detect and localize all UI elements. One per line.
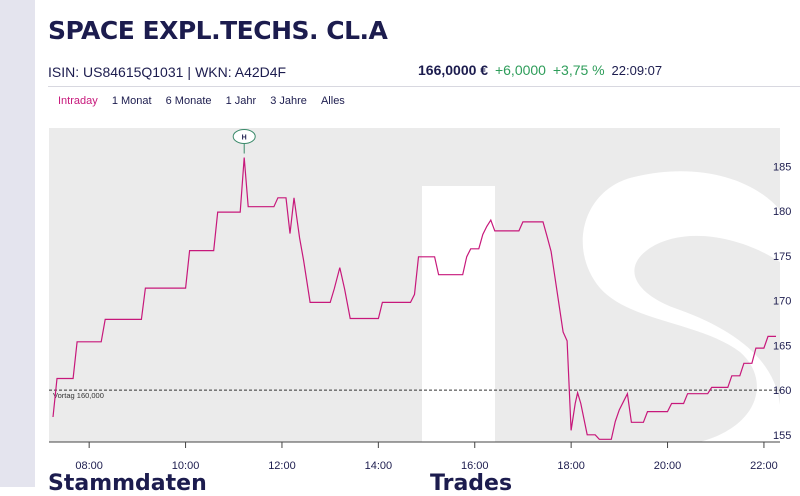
tab-alles[interactable]: Alles [320, 95, 345, 107]
y-tick-label: 160 [773, 385, 791, 397]
x-tick-label: 16:00 [461, 460, 489, 472]
x-tick-label: 22:00 [750, 460, 778, 472]
tab-1-monat[interactable]: 1 Monat [111, 95, 152, 107]
y-tick-label: 155 [773, 430, 791, 442]
tab-6-monate[interactable]: 6 Monate [165, 95, 212, 107]
previous-close-label: Vortag 160,000 [53, 391, 104, 400]
x-tick-label: 18:00 [557, 460, 585, 472]
x-tick-label: 08:00 [75, 460, 103, 472]
range-tabs: Intraday 1 Monat 6 Monate 1 Jahr 3 Jahre… [58, 95, 356, 107]
left-side-strip [0, 0, 35, 487]
header-divider [48, 86, 418, 87]
price-change: +6,0000 [494, 62, 546, 78]
x-tick-label: 20:00 [654, 460, 682, 472]
tab-1-jahr[interactable]: 1 Jahr [225, 95, 257, 107]
high-marker-badge [232, 129, 256, 145]
wkn-label: WKN: A42D4F [195, 64, 287, 80]
quote-time: 22:09:07 [611, 63, 663, 78]
price-change-percent: +3,75 % [552, 62, 605, 78]
high-marker-label: H [242, 135, 247, 142]
section-heading-trades: Trades [430, 471, 513, 496]
y-tick-label: 165 [773, 340, 791, 352]
x-tick-label: 10:00 [172, 460, 200, 472]
y-tick-label: 185 [773, 161, 791, 173]
section-heading-stammdaten: Stammdaten [48, 471, 207, 496]
instrument-title: SPACE EXPL.TECHS. CL.A [48, 16, 388, 45]
x-tick-label: 14:00 [365, 460, 393, 472]
last-price: 166,0000 € [418, 62, 489, 78]
quote-divider [418, 86, 800, 87]
instrument-identifiers: ISIN: US84615Q1031 | WKN: A42D4F [48, 64, 286, 80]
y-tick-label: 180 [773, 206, 791, 218]
identifier-separator: | [187, 64, 192, 80]
y-tick-label: 170 [773, 296, 791, 308]
isin-label: ISIN: US84615Q1031 [48, 64, 184, 80]
tab-3-jahre[interactable]: 3 Jahre [270, 95, 307, 107]
price-series-line [52, 157, 776, 440]
tab-intraday[interactable]: Intraday [58, 95, 98, 107]
ls-logo-watermark [422, 171, 780, 442]
x-tick-label: 12:00 [268, 460, 296, 472]
y-tick-label: 175 [773, 251, 791, 263]
quote-line: 166,0000 € +6,0000 +3,75 % 22:09:07 [418, 62, 662, 78]
